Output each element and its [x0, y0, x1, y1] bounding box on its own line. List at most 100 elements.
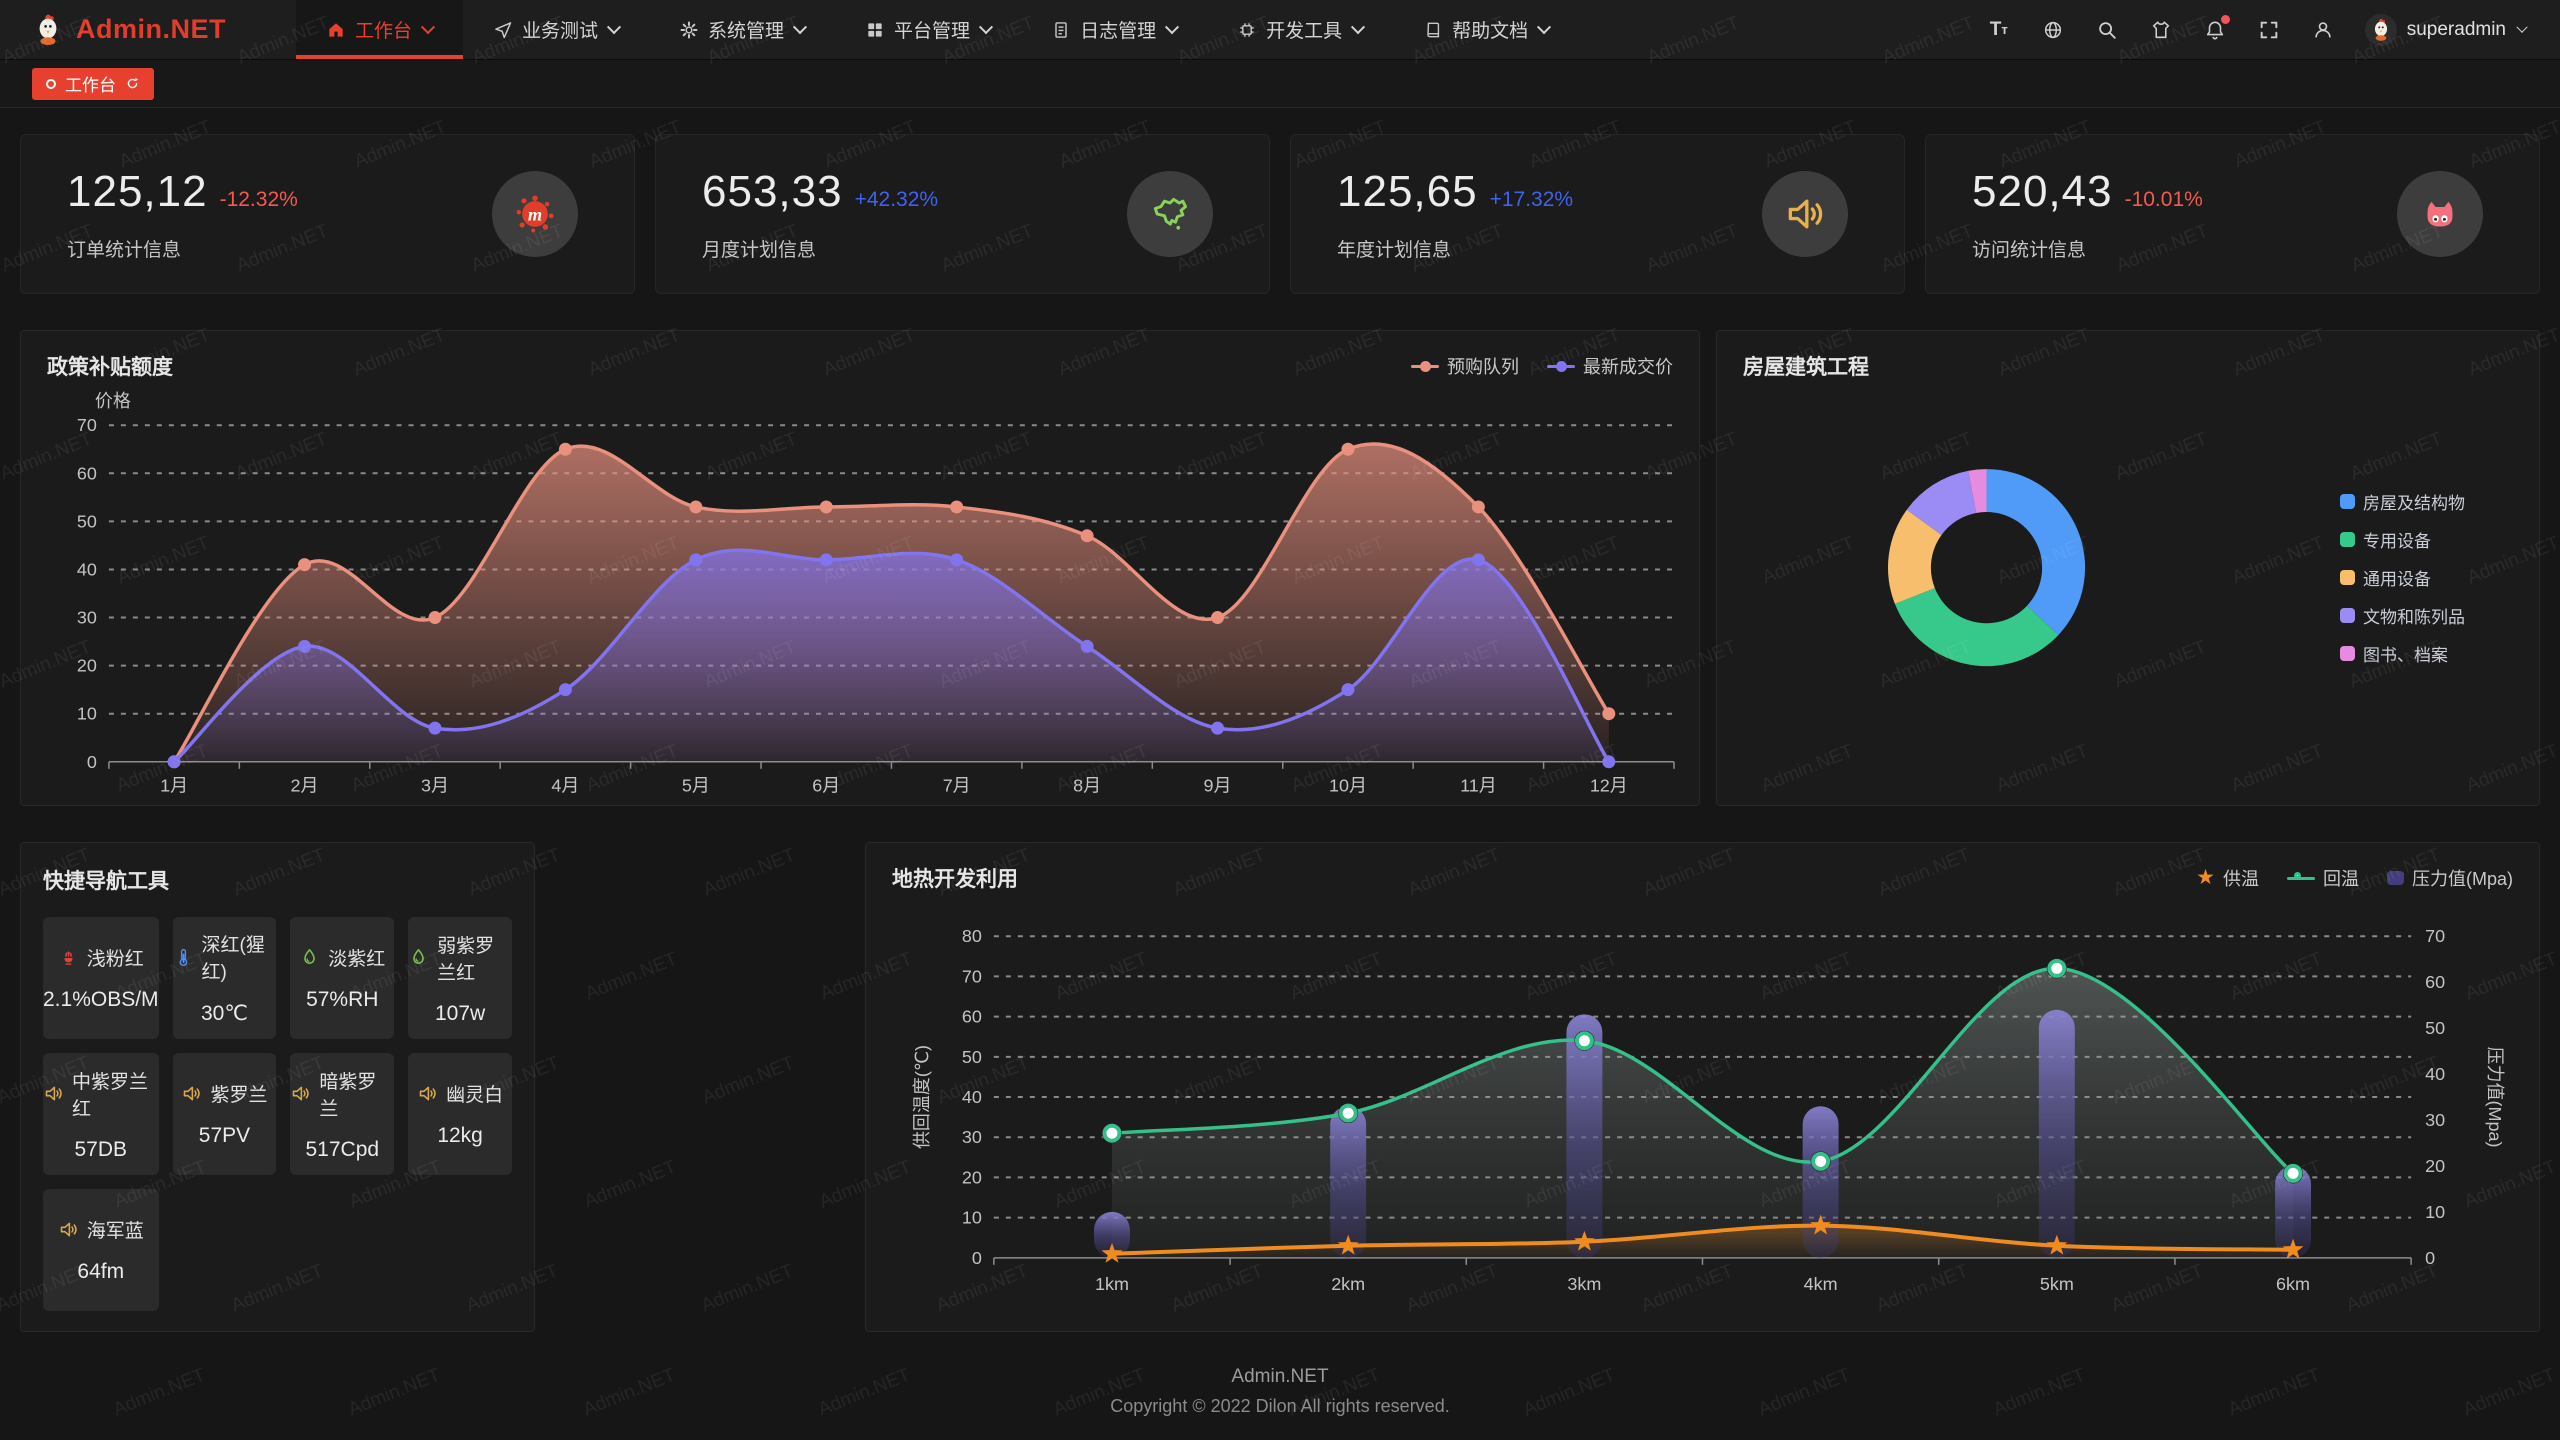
nav-item-7[interactable]: 帮助文档: [1393, 0, 1579, 59]
home-icon: [326, 20, 346, 40]
stat-card-text: 520,43 -10.01% 访问统计信息: [1972, 167, 2203, 262]
legend-item-压力值(Mpa)[interactable]: 压力值(Mpa): [2386, 865, 2513, 891]
quick-nav-grid: 浅粉红 2.1%OBS/M 深红(猩红) 30℃ 淡紫红 57%RH 弱紫罗兰红 107w 中紫…: [43, 917, 512, 1311]
brand[interactable]: Admin.NET: [30, 0, 226, 59]
legend-item-回温[interactable]: 回温: [2286, 865, 2359, 891]
svg-text:3月: 3月: [421, 776, 449, 796]
legend-item-文物和陈列品[interactable]: 文物和陈列品: [2340, 603, 2465, 628]
quick-nav-item-5[interactable]: 中紫罗兰红 57DB: [43, 1053, 159, 1175]
page-footer: Admin.NET Copyright © 2022 Dilon All rig…: [20, 1366, 2540, 1417]
svg-text:价格: 价格: [95, 391, 131, 411]
svg-text:0: 0: [2425, 1248, 2435, 1268]
chip-icon: [1237, 20, 1257, 40]
legend-item-预购队列[interactable]: 预购队列: [1411, 353, 1519, 379]
chevron-down-icon: [420, 19, 436, 34]
chevron-down-icon: [978, 19, 994, 34]
legend-item-图书、档案[interactable]: 图书、档案: [2340, 641, 2465, 666]
nav-item-1[interactable]: 工作台: [296, 0, 464, 59]
donut-slice-通用设备[interactable]: [1887, 509, 1942, 604]
quick-nav-value: 30℃: [200, 1002, 248, 1025]
stat-icon-circle: m: [492, 171, 578, 257]
legend-item-专用设备[interactable]: 专用设备: [2340, 527, 2465, 552]
svg-text:3km: 3km: [1567, 1274, 1601, 1294]
charts-row: 政策补贴额度 预购队列 最新成交价 0 10 20 30 40 50 60 70 价格 1月 2月 3月…: [20, 330, 2540, 806]
profile-icon[interactable]: [2311, 18, 2335, 42]
theme-icon[interactable]: [2149, 18, 2173, 42]
quick-nav-item-6[interactable]: 紫罗兰 57PV: [172, 1053, 277, 1175]
svg-text:30: 30: [77, 608, 97, 628]
quick-nav-item-9[interactable]: 海军蓝 64fm: [43, 1189, 159, 1311]
cat-icon: [2418, 192, 2462, 236]
svg-text:40: 40: [2425, 1064, 2445, 1084]
donut-chart[interactable]: [1727, 387, 2529, 799]
tab-workbench[interactable]: 工作台: [32, 67, 154, 100]
panel-policy-subsidy: 政策补贴额度 预购队列 最新成交价 0 10 20 30 40 50 60 70 价格 1月 2月 3月…: [20, 330, 1700, 806]
stat-card-3[interactable]: 125,65 +17.32% 年度计划信息: [1290, 134, 1905, 294]
panel-title: 政策补贴额度: [47, 356, 173, 379]
svg-text:7月: 7月: [943, 776, 971, 796]
language-icon[interactable]: [2041, 18, 2065, 42]
stat-card-2[interactable]: 653,33 +42.32% 月度计划信息: [655, 134, 1270, 294]
user-name: superadmin: [2406, 18, 2506, 40]
tab-strip: 工作台: [0, 60, 2560, 108]
legend-marker-icon: [1411, 360, 1439, 372]
legend-star-icon: ★: [2196, 866, 2215, 889]
search-icon[interactable]: [2095, 18, 2119, 42]
svg-text:70: 70: [2425, 926, 2445, 946]
svg-text:供回温度(℃): 供回温度(℃): [912, 1045, 932, 1149]
user-menu[interactable]: superadmin: [2364, 13, 2528, 46]
stat-delta: -12.32%: [219, 187, 298, 211]
svg-text:9月: 9月: [1204, 776, 1232, 796]
line-area-chart[interactable]: 0 10 20 30 40 50 60 70 价格 1月 2月 3月 4月 5月 6月 7月 8月 9月 10月 11…: [31, 387, 1689, 799]
quick-nav-item-4[interactable]: 弱紫罗兰红 107w: [408, 917, 512, 1039]
legend-swatch-icon: [2340, 532, 2355, 547]
quick-nav-item-7[interactable]: 暗紫罗兰 517Cpd: [290, 1053, 395, 1175]
quick-nav-item-1[interactable]: 浅粉红 2.1%OBS/M: [43, 917, 159, 1039]
quick-nav-label: 深红(猩红): [201, 935, 265, 983]
svg-text:70: 70: [77, 415, 97, 435]
nav-item-label: 系统管理: [708, 21, 785, 42]
send-icon: [493, 20, 513, 40]
legend-item-供温[interactable]: ★ 供温: [2196, 865, 2259, 891]
fullscreen-icon[interactable]: [2257, 18, 2281, 42]
nav-item-5[interactable]: 日志管理: [1021, 0, 1207, 59]
quick-nav-item-2[interactable]: 深红(猩红) 30℃: [172, 917, 277, 1039]
svg-text:1月: 1月: [160, 776, 188, 796]
notification-icon[interactable]: [2203, 14, 2230, 42]
speaker-icon: [181, 1083, 202, 1104]
combo-chart[interactable]: 0 10 20 30 40 50 60 70 80 0 10 20 30 40 50 60 70 1km 2km 3k…: [876, 899, 2529, 1325]
stat-delta: +17.32%: [1489, 187, 1574, 211]
svg-text:40: 40: [77, 559, 97, 579]
nav-item-3[interactable]: 系统管理: [649, 0, 835, 59]
legend-label: 文物和陈列品: [2363, 608, 2465, 627]
svg-text:20: 20: [77, 656, 97, 676]
stat-card-4[interactable]: 520,43 -10.01% 访问统计信息: [1925, 134, 2540, 294]
quick-nav-item-8[interactable]: 幽灵白 12kg: [408, 1053, 512, 1175]
donut-slice-专用设备[interactable]: [1894, 588, 2059, 667]
panel-title: 地热开发利用: [892, 868, 1018, 891]
legend-item-通用设备[interactable]: 通用设备: [2340, 565, 2465, 590]
refresh-icon[interactable]: [125, 76, 140, 91]
droplet-icon: [408, 947, 429, 968]
donut-slice-图书、档案[interactable]: [1968, 469, 1987, 514]
stat-card-1[interactable]: 125,12 -12.32% 订单统计信息 m: [20, 134, 635, 294]
svg-text:m: m: [528, 205, 542, 225]
nav-item-2[interactable]: 业务测试: [463, 0, 649, 59]
quick-nav-item-3[interactable]: 淡紫红 57%RH: [290, 917, 395, 1039]
svg-text:11月: 11月: [1460, 776, 1497, 796]
logo-icon: [30, 12, 66, 48]
map-icon: [1148, 192, 1192, 236]
nav-item-4[interactable]: 平台管理: [835, 0, 1021, 59]
legend-item-最新成交价[interactable]: 最新成交价: [1547, 353, 1673, 379]
nav-item-6[interactable]: 开发工具: [1207, 0, 1393, 59]
svg-text:70: 70: [962, 966, 982, 986]
legend-swatch-icon: [2340, 570, 2355, 585]
donut-slice-房屋及结构物[interactable]: [1986, 469, 2086, 636]
legend-item-房屋及结构物[interactable]: 房屋及结构物: [2340, 489, 2465, 514]
quick-nav-label: 海军蓝: [86, 1221, 144, 1242]
donut-slice-文物和陈列品[interactable]: [1906, 470, 1977, 535]
stat-icon-circle: [2397, 171, 2483, 257]
